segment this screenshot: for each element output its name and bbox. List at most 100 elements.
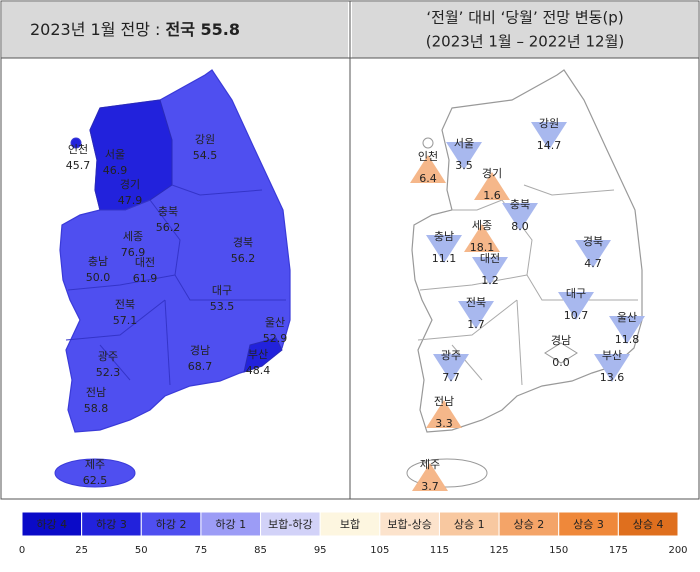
title-bold: 전국 55.8 — [166, 20, 241, 39]
region-border — [149, 199, 286, 301]
region-value: 10.7 — [564, 309, 589, 322]
region-name: 광주 — [441, 349, 461, 362]
region-border — [501, 199, 638, 301]
region-name: 충남 — [434, 230, 454, 243]
region-value: 61.9 — [133, 272, 158, 285]
region-value: 52.9 — [263, 332, 288, 345]
region-value: 13.6 — [600, 371, 625, 384]
legend-tick: 115 — [430, 545, 449, 556]
trend-arrow — [502, 203, 538, 231]
region-border — [65, 299, 166, 341]
region-border — [417, 299, 518, 341]
region-name: 전북 — [466, 296, 486, 309]
region-value: 7.7 — [442, 371, 460, 384]
region-name: 경북 — [583, 235, 603, 248]
region-name: 강원 — [195, 133, 215, 146]
trend-arrow — [575, 240, 611, 268]
region-value: 76.9 — [121, 246, 146, 259]
legend-label: 보합-상승 — [387, 518, 431, 531]
trend-arrow — [531, 122, 567, 150]
region-name: 전남 — [86, 386, 106, 399]
region-value: 1.2 — [481, 274, 499, 287]
legend-label: 상승 3 — [573, 518, 604, 531]
region-value: 3.3 — [435, 417, 453, 430]
region-border — [523, 184, 615, 196]
region-name: 충북 — [510, 198, 530, 211]
legend-tick: 0 — [19, 545, 25, 556]
left-header — [2, 2, 348, 58]
region-border — [99, 344, 131, 381]
busan-area — [243, 337, 283, 373]
legend-swatch — [617, 511, 679, 537]
legend-swatch — [81, 511, 142, 537]
region-value: 3.5 — [455, 159, 473, 172]
region-value: 6.4 — [419, 172, 437, 185]
region-name: 경기 — [482, 167, 502, 180]
legend-label: 하강 3 — [96, 517, 127, 531]
legend-tick: 200 — [668, 545, 687, 556]
legend-swatch — [438, 511, 500, 537]
right-title-2: (2023년 1월 – 2022년 12월) — [426, 33, 624, 51]
region-border — [67, 274, 176, 291]
region-name: 부산 — [248, 348, 268, 361]
legend-tick: 85 — [254, 545, 267, 556]
region-name: 부산 — [602, 349, 622, 362]
legend-label: 하강 4 — [36, 517, 67, 531]
region-value: 52.3 — [96, 366, 121, 379]
legend-tick: 175 — [609, 545, 628, 556]
trend-arrow — [544, 342, 578, 364]
region-value: 47.9 — [118, 194, 143, 207]
trend-arrow — [446, 142, 482, 170]
region-name: 강원 — [539, 117, 559, 130]
legend-label: 하강 2 — [156, 517, 187, 531]
region-name: 울산 — [265, 316, 285, 329]
region-value: 1.7 — [467, 318, 485, 331]
incheon-island — [422, 137, 434, 149]
region-name: 세종 — [123, 230, 143, 243]
right-header — [352, 2, 698, 58]
region-border — [100, 199, 151, 211]
region-name: 서울 — [454, 137, 474, 150]
region-border — [164, 299, 171, 386]
region-name: 대구 — [566, 287, 586, 300]
region-name: 전북 — [115, 298, 135, 311]
legend-label: 하강 1 — [215, 517, 246, 531]
region-value: 1.6 — [483, 189, 501, 202]
region-value: 56.2 — [231, 252, 256, 265]
legend-label: 보합-하강 — [268, 517, 312, 531]
legend-swatch — [498, 511, 560, 537]
trend-arrow — [472, 257, 508, 285]
region-name: 경남 — [551, 334, 571, 347]
region-value: 53.5 — [210, 300, 235, 313]
incheon-island — [70, 137, 82, 149]
legend-label: 상승 2 — [514, 518, 545, 531]
region-border — [452, 199, 503, 211]
region-border — [451, 344, 483, 381]
region-name: 대전 — [480, 252, 500, 265]
region-value: 50.0 — [86, 271, 111, 284]
region-name: 경기 — [120, 178, 140, 191]
region-value: 45.7 — [66, 159, 91, 172]
legend-tick: 125 — [490, 545, 509, 556]
region-border — [516, 299, 523, 386]
legend-swatch — [319, 511, 381, 537]
region-name: 제주 — [85, 458, 105, 471]
trend-arrow — [464, 224, 500, 252]
trend-arrow — [609, 316, 645, 344]
trend-arrow — [410, 155, 446, 183]
trend-arrow — [458, 301, 494, 329]
region-value: 11.1 — [432, 252, 457, 265]
region-name: 대전 — [135, 256, 155, 269]
region-name: 세종 — [472, 219, 492, 232]
region-name: 서울 — [105, 148, 125, 161]
region-value: 8.0 — [511, 220, 529, 233]
region-value: 48.4 — [246, 364, 271, 377]
left-title: 2023년 1월 전망 : 전국 55.8 — [30, 20, 240, 39]
region-name: 충북 — [158, 205, 178, 218]
legend-tick: 105 — [370, 545, 389, 556]
trend-arrow — [433, 354, 469, 382]
legend-swatch — [379, 511, 440, 537]
region-value: 0.0 — [552, 356, 570, 369]
legend-tick: 95 — [314, 545, 327, 556]
legend-label: 상승 1 — [454, 518, 485, 531]
